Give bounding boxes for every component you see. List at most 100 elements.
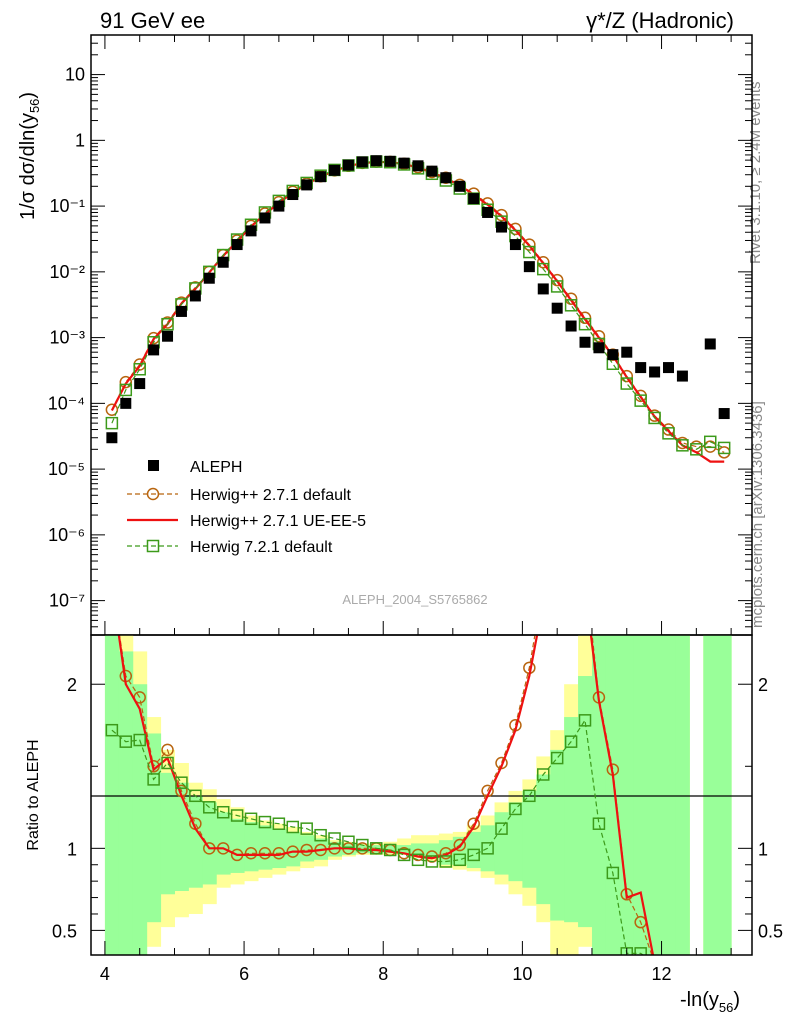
herwig-721-default-point xyxy=(662,427,675,440)
ratio-y-tick-label-right: 2 xyxy=(758,675,768,695)
ratio-band-inner xyxy=(174,782,189,891)
aleph-point xyxy=(635,362,647,374)
herwig-721-default-point xyxy=(523,245,536,259)
ratio-band-inner xyxy=(703,635,718,955)
herwig-721-default-point xyxy=(620,377,634,390)
herwig-721-default-point xyxy=(537,768,550,781)
herwig-721-default-point xyxy=(537,262,550,276)
herwig-271-default-point xyxy=(244,847,258,860)
herwig-721-default-point xyxy=(189,789,202,803)
ratio-band-inner xyxy=(647,635,663,955)
herwig-721-default-point xyxy=(161,317,174,331)
herwig-721-default-point xyxy=(328,832,341,845)
aleph-point xyxy=(537,283,549,295)
aleph-point xyxy=(301,179,313,191)
herwig-271-default-point xyxy=(105,403,119,416)
ratio-band-inner xyxy=(675,635,690,955)
herwig-721-default-point xyxy=(370,842,383,855)
ratio-y-tick-label-left: 0.5 xyxy=(52,921,77,941)
aleph-point xyxy=(273,200,285,212)
herwig-721-default-point xyxy=(146,539,160,553)
legend-entry-label: Herwig++ 2.7.1 UE-EE-5 xyxy=(190,513,366,530)
main-y-tick-label: 10⁻³ xyxy=(49,328,85,348)
ratio-band-inner xyxy=(550,749,565,921)
ratio-band-inner xyxy=(633,635,649,955)
herwig-271-default-point xyxy=(439,847,453,860)
main-y-tick-label: 10⁻⁴ xyxy=(48,393,85,413)
herwig-271-default-point xyxy=(620,369,634,383)
herwig-271-default-line xyxy=(111,160,725,453)
ratio-band-inner xyxy=(591,635,607,955)
legend-entry-label: Herwig 7.2.1 default xyxy=(190,539,333,556)
main-y-tick-label: 1 xyxy=(75,130,85,150)
ratio-band-inner xyxy=(494,812,509,875)
herwig-721-default-point xyxy=(634,394,647,407)
legend-aleph-marker xyxy=(148,460,159,471)
herwig-721-default-point xyxy=(258,815,272,829)
aleph-point xyxy=(718,408,730,420)
ratio-y-tick-label-left: 2 xyxy=(67,675,77,695)
herwig-721-default-point xyxy=(425,855,439,868)
herwig-721-default-point xyxy=(244,812,258,826)
herwig-721-default-point xyxy=(203,801,216,814)
herwig-721-default-line xyxy=(111,718,645,955)
herwig-721-default-point xyxy=(495,822,508,835)
aleph-point xyxy=(148,344,160,356)
herwig-721-default-point xyxy=(564,299,578,312)
herwig-271-default-point xyxy=(161,743,174,757)
herwig-721-default-point xyxy=(717,441,731,455)
herwig-721-default-point xyxy=(676,439,689,452)
herwig-271-default-point xyxy=(523,238,536,251)
ratio-band-inner xyxy=(244,822,259,872)
aleph-point xyxy=(120,397,132,409)
ratio-x-ticks: 4 6 8 10 12 xyxy=(100,941,732,984)
aleph-point xyxy=(370,155,382,167)
herwig-721-default-point xyxy=(119,735,133,748)
herwig-721-default-point xyxy=(397,848,411,862)
herwig-721-default-point xyxy=(550,280,564,293)
ratio-band-inner xyxy=(661,635,676,955)
x-tick-label: 4 xyxy=(100,964,110,984)
aleph-point xyxy=(468,193,480,205)
legend-entry-label: Herwig++ 2.7.1 default xyxy=(190,487,352,504)
aleph-point xyxy=(440,172,452,184)
ratio-band-inner xyxy=(578,676,593,928)
aleph-point xyxy=(217,256,229,268)
herwig-721-default-point xyxy=(704,435,717,449)
herwig-721-default-point xyxy=(550,751,564,765)
aleph-point xyxy=(565,320,577,332)
aleph-point xyxy=(607,349,619,361)
ratio-y-tick-label-right: 0.5 xyxy=(758,921,783,941)
herwig-721-default-point xyxy=(564,735,578,748)
herwig-721-default-point xyxy=(648,411,661,425)
y-axis-label: 1/σ dσ/dln(y56) xyxy=(17,92,42,220)
herwig-271-default-point xyxy=(258,847,272,860)
ratio-band-inner xyxy=(717,635,732,955)
aleph-point xyxy=(329,164,341,176)
herwig-721-default-point xyxy=(383,843,397,857)
aleph-point xyxy=(663,362,675,374)
herwig-721-default-point xyxy=(175,776,188,789)
main-x-ticks xyxy=(104,35,732,635)
main-series-layer xyxy=(105,155,731,463)
herwig-721-default-point xyxy=(467,848,480,862)
herwig-271-default-point xyxy=(550,273,564,287)
aleph-point xyxy=(496,221,508,233)
herwig-721-default-point xyxy=(119,383,133,397)
aleph-point xyxy=(551,302,563,314)
herwig-721-default-point xyxy=(439,855,453,868)
ratio-y-tick-label-right: 1 xyxy=(758,839,768,859)
herwig-721-default-point xyxy=(523,789,536,803)
herwig-721-default-point xyxy=(216,805,230,819)
ratio-band-inner xyxy=(188,795,203,888)
aleph-point xyxy=(676,370,688,382)
herwig-721-default-line xyxy=(111,160,725,450)
x-tick-label: 8 xyxy=(378,964,388,984)
herwig-721-default-point xyxy=(606,866,620,880)
main-y-ticks: 10 1 10⁻¹ 10⁻² 10⁻³ 10⁻⁴ 10⁻⁵ 10⁻⁶ 10⁻⁷ xyxy=(48,34,752,636)
aleph-point xyxy=(482,206,494,218)
ratio-band-inner xyxy=(118,651,134,955)
herwig-721-default-point xyxy=(300,822,313,835)
herwig-721-default-point xyxy=(105,723,119,737)
aleph-point xyxy=(593,342,605,354)
